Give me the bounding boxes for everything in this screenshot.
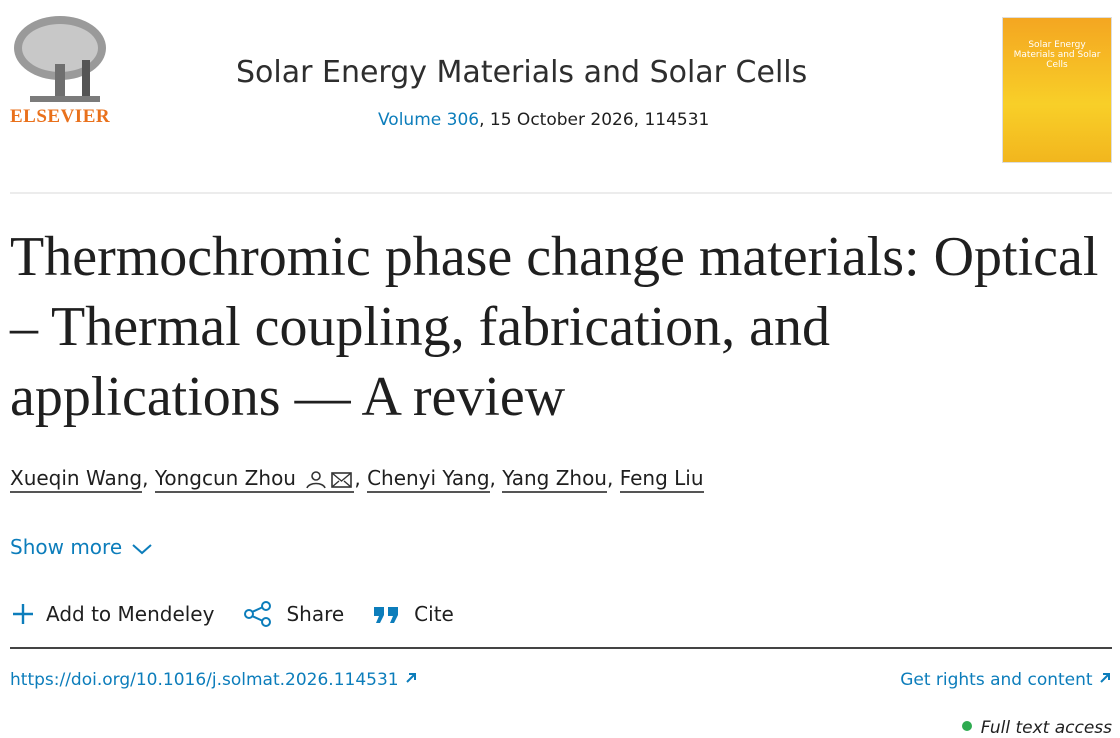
- action-cite[interactable]: Cite: [414, 602, 454, 626]
- action-bar: Add to Mendeley Share Cite: [10, 601, 454, 627]
- rights: Get rights and content: [900, 670, 1112, 690]
- chevron-icon: [131, 543, 152, 554]
- show-more-link[interactable]: Show more: [10, 535, 123, 559]
- author-name[interactable]: Chenyi Yang: [367, 466, 490, 493]
- author-separator: ,: [142, 466, 149, 490]
- share-icon: [244, 601, 272, 627]
- volume-link[interactable]: Volume 306: [378, 110, 480, 130]
- action-share[interactable]: Share: [286, 602, 345, 626]
- access-status: Full text access: [959, 718, 1112, 738]
- publisher-logo: [10, 14, 110, 106]
- access-text: Full text access: [980, 718, 1112, 738]
- external-icon: [1100, 673, 1110, 683]
- action-mendeley[interactable]: Add to Mendeley: [46, 602, 215, 626]
- divider: [10, 192, 1112, 194]
- publisher-name: ELSEVIER: [10, 106, 111, 127]
- author-separator: ,: [607, 466, 614, 490]
- rights-link[interactable]: Get rights and content: [900, 670, 1093, 690]
- author-name[interactable]: Yongcun Zhou: [154, 466, 355, 493]
- cover-title: Solar Energy Materials and Solar Cells: [1013, 40, 1101, 70]
- divider-dark: [10, 647, 1112, 649]
- author-separator: ,: [489, 466, 496, 490]
- author-icons: [306, 470, 353, 488]
- doi: https://doi.org/10.1016/j.solmat.2026.11…: [10, 670, 418, 690]
- article-title: Thermochromic phase change materials: Op…: [10, 226, 1099, 428]
- issue-info: , 15 October 2026, 114531: [479, 110, 710, 130]
- author-name[interactable]: Xueqin Wang: [10, 466, 143, 493]
- journal-cover[interactable]: Solar Energy Materials and Solar Cells: [1002, 17, 1112, 163]
- external-icon: [406, 673, 417, 683]
- author-separator: ,: [354, 466, 361, 490]
- cite-icon: [374, 607, 399, 623]
- author-name[interactable]: Yang Zhou: [502, 466, 607, 493]
- issue-line: Volume 306, 15 October 2026, 114531: [378, 110, 709, 130]
- journal-title: Solar Energy Materials and Solar Cells: [236, 55, 808, 90]
- doi-link[interactable]: https://doi.org/10.1016/j.solmat.2026.11…: [10, 670, 399, 690]
- access-dot: [961, 721, 972, 731]
- author-list: Xueqin Wang, Yongcun Zhou , Chenyi Yang,…: [10, 466, 704, 493]
- plus-icon: [13, 604, 33, 624]
- show-more[interactable]: Show more: [10, 535, 155, 559]
- author-name[interactable]: Feng Liu: [619, 466, 704, 493]
